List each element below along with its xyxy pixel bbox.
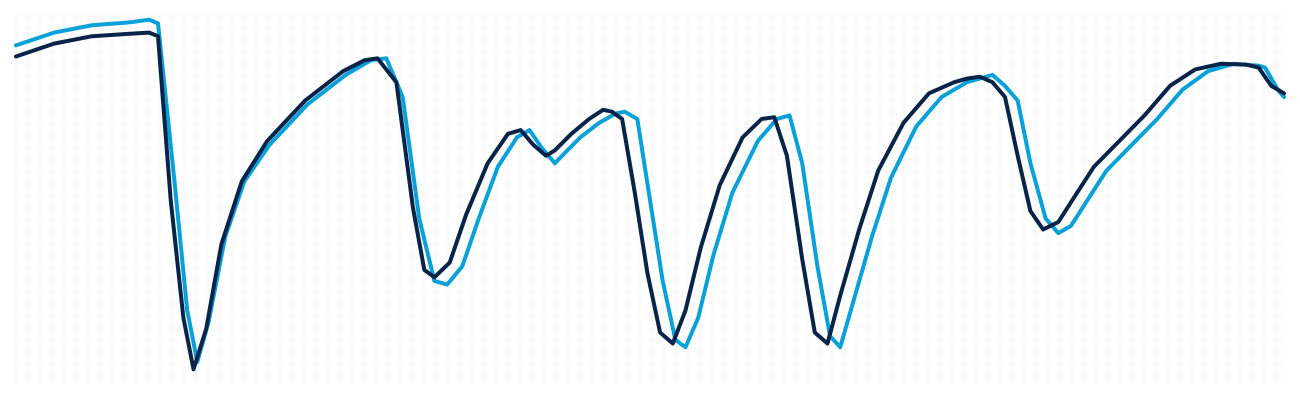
series-line-2 — [14, 30, 1286, 372]
series-line-1 — [14, 17, 1286, 364]
series-layer — [14, 17, 1286, 372]
